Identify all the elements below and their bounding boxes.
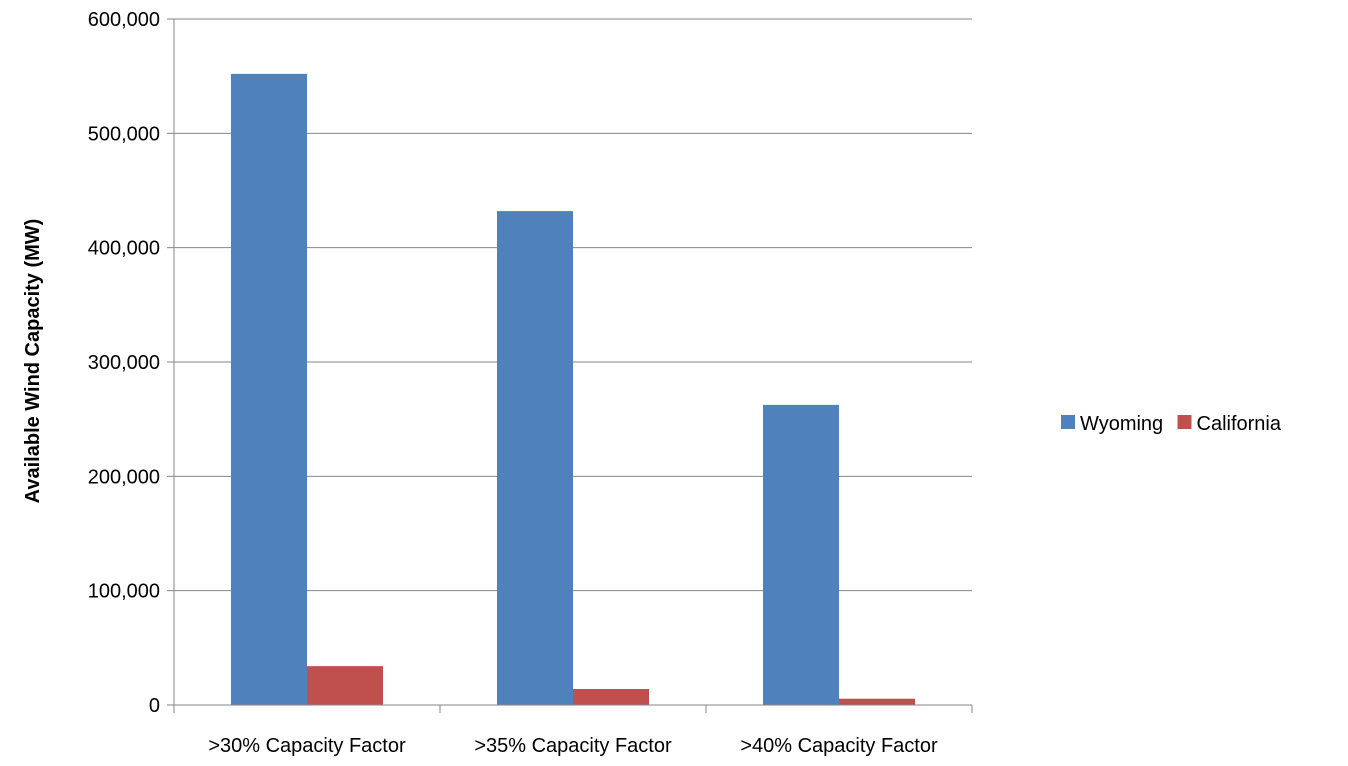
y-tick-label: 200,000 (88, 466, 160, 488)
y-axis-title: Available Wind Capacity (MW) (22, 219, 44, 504)
bar-wyoming (497, 211, 573, 705)
y-tick-label: 100,000 (88, 581, 160, 603)
y-tick-label: 600,000 (88, 9, 160, 31)
bar-california (839, 698, 915, 705)
x-tick-label: >35% Capacity Factor (474, 735, 672, 757)
bars (231, 73, 915, 705)
legend-label-california: California (1197, 413, 1282, 435)
axes (167, 18, 973, 713)
x-tick-label: >40% Capacity Factor (740, 735, 938, 757)
y-tick-label: 0 (149, 695, 160, 717)
bar-california (573, 688, 649, 705)
y-tick-label: 500,000 (88, 123, 160, 145)
y-tick-label: 300,000 (88, 352, 160, 374)
legend-label-wyoming: Wyoming (1080, 413, 1163, 435)
bar-wyoming (231, 73, 307, 705)
bar-california (307, 666, 383, 705)
legend-swatch-california (1177, 415, 1192, 429)
x-tick-label: >30% Capacity Factor (208, 735, 406, 757)
tick-labels: 0 100,000 200,000 300,000 400,000 500,000 600,… (88, 9, 938, 757)
legend-swatch-wyoming (1061, 415, 1075, 429)
bar-wyoming (763, 404, 839, 705)
legend: Wyoming California (1061, 413, 1282, 435)
y-tick-label: 400,000 (88, 238, 160, 260)
